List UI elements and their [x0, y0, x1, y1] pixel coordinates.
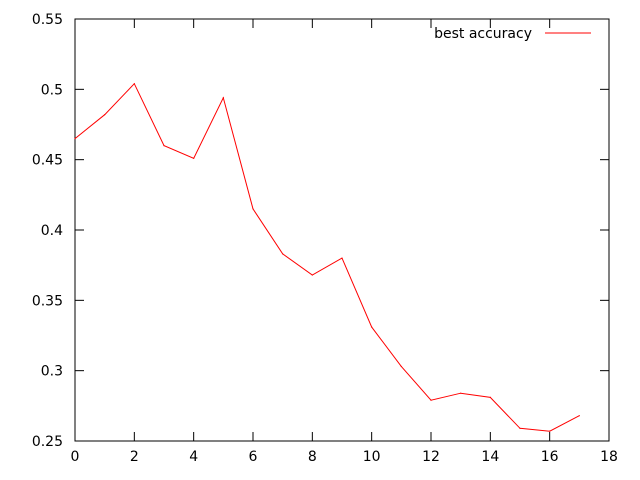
data-point	[222, 97, 224, 99]
y-tick-label: 0.3	[41, 364, 63, 380]
data-point	[489, 396, 491, 398]
x-tick-label: 14	[481, 449, 499, 465]
y-axis: 0.25 0.3 0.35 0.4 0.45 0.5 0.55	[32, 12, 609, 450]
data-point	[578, 415, 580, 417]
data-point	[341, 257, 343, 259]
y-tick-label: 0.45	[32, 153, 63, 169]
data-point	[193, 157, 195, 159]
data-point	[104, 114, 106, 116]
x-tick-label: 8	[308, 449, 317, 465]
data-point	[282, 253, 284, 255]
legend-label: best accuracy	[434, 26, 532, 42]
data-point	[371, 326, 373, 328]
x-tick-label: 12	[422, 449, 440, 465]
series-layer	[74, 82, 580, 432]
data-point	[400, 365, 402, 368]
x-tick-label: 10	[363, 449, 381, 465]
y-tick-label: 0.25	[32, 434, 63, 450]
data-point	[133, 83, 135, 85]
x-tick-label: 0	[71, 449, 80, 465]
legend: best accuracy	[434, 26, 591, 42]
x-tick-label: 4	[189, 449, 198, 465]
x-tick-label: 18	[600, 449, 618, 465]
data-point	[430, 399, 432, 401]
y-tick-label: 0.35	[32, 293, 63, 309]
series-line-best-accuracy	[74, 82, 580, 432]
data-point	[252, 208, 254, 210]
y-tick-label: 0.55	[32, 12, 63, 28]
data-point	[163, 145, 165, 147]
x-tick-label: 16	[541, 449, 559, 465]
x-tick-label: 2	[130, 449, 139, 465]
y-tick-label: 0.5	[41, 82, 63, 98]
x-axis: 0 2 4 6 8 10 12 14 16 18	[71, 19, 618, 465]
data-point	[519, 427, 521, 429]
data-point	[549, 430, 551, 432]
data-point	[74, 137, 76, 140]
data-point	[460, 392, 462, 394]
x-tick-label: 6	[249, 449, 258, 465]
plot-frame	[74, 18, 610, 442]
y-tick-label: 0.4	[41, 223, 63, 239]
data-point	[311, 274, 313, 276]
